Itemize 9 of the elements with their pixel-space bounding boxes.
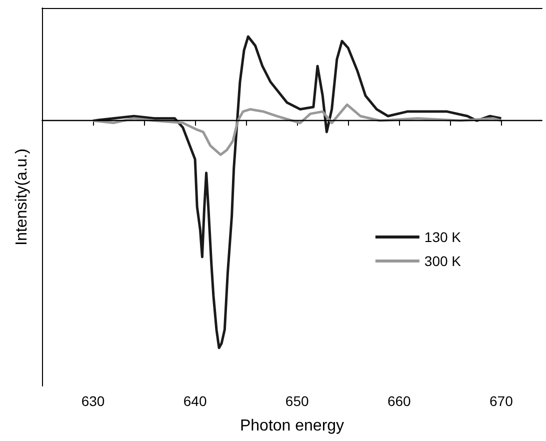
x-axis-title: Photon energy xyxy=(240,418,344,434)
y-axis-title: Intensity(a.u.) xyxy=(14,148,30,246)
x-tick-label: 670 xyxy=(490,393,514,409)
x-tick-label: 640 xyxy=(183,393,207,409)
legend-label: 130 K xyxy=(424,229,462,245)
x-tick-label: 650 xyxy=(285,393,309,409)
x-tick-label: 630 xyxy=(81,393,105,409)
x-tick-label: 660 xyxy=(387,393,412,409)
legend-label: 300 K xyxy=(424,253,462,269)
